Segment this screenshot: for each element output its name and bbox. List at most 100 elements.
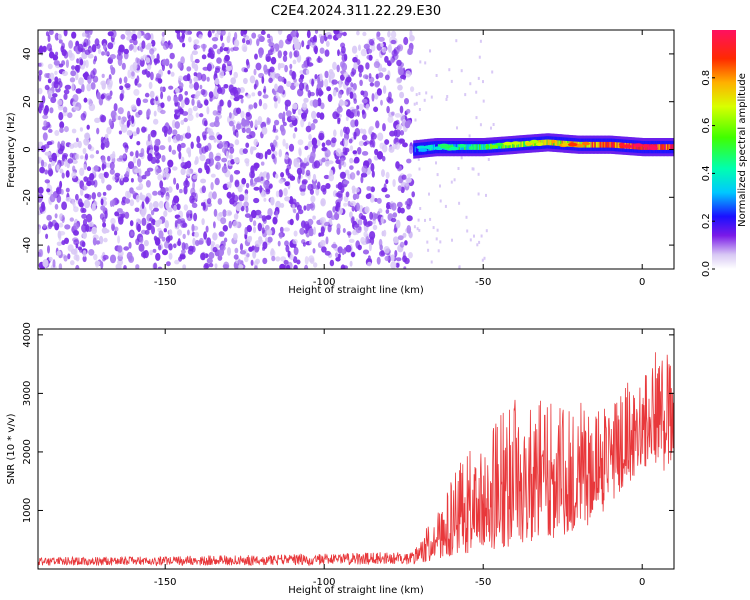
heatmap-cell	[305, 84, 309, 92]
heatmap-cell	[52, 259, 56, 268]
heatmap-cell	[93, 165, 99, 172]
heatmap-cell	[287, 158, 292, 167]
heatmap-cell	[103, 51, 110, 56]
heatmap-cell	[104, 133, 109, 139]
heatmap-cell	[287, 172, 291, 179]
heatmap-cell	[252, 220, 257, 227]
heatmap-cell	[179, 254, 186, 260]
heatmap-cell	[328, 173, 335, 182]
heatmap-cell	[406, 108, 411, 114]
heatmap-cell	[477, 76, 480, 80]
heatmap-cell	[608, 141, 611, 148]
heatmap-cell	[48, 256, 53, 262]
heatmap-cell	[184, 30, 191, 36]
heatmap-cell	[255, 258, 260, 264]
heatmap-cell	[104, 137, 108, 143]
heatmap-cell	[339, 99, 344, 107]
heatmap-cell	[246, 94, 252, 99]
heatmap-cell	[63, 30, 68, 37]
heatmap-cell	[389, 130, 396, 137]
heatmap-cell	[365, 103, 370, 111]
heatmap-cell	[336, 227, 341, 235]
heatmap-cell	[390, 57, 394, 64]
heatmap-cell	[239, 250, 247, 255]
heatmap-cell	[341, 54, 348, 62]
heatmap-cell	[192, 174, 198, 180]
heatmap-cell	[173, 195, 180, 204]
heatmap-cell	[227, 247, 231, 256]
heatmap-cell	[149, 144, 153, 150]
heatmap-cell	[165, 201, 170, 210]
heatmap-cell	[120, 175, 124, 181]
heatmap-cell	[212, 232, 218, 241]
heatmap-cell	[201, 131, 207, 139]
heatmap-cell	[244, 256, 249, 263]
heatmap-cell	[414, 118, 417, 122]
heatmap-cell	[418, 167, 421, 171]
heatmap-cell	[123, 265, 127, 269]
heatmap-cell	[54, 203, 59, 210]
heatmap-cell	[226, 150, 229, 159]
heatmap-cell	[350, 251, 356, 258]
heatmap-cell	[90, 82, 96, 90]
heatmap-cell	[38, 69, 43, 76]
heatmap-cell	[287, 250, 291, 258]
heatmap-cell	[368, 54, 373, 61]
heatmap-cell	[414, 146, 417, 153]
heatmap-cell	[147, 42, 153, 47]
y-tick-label: 4000	[22, 322, 33, 347]
heatmap-cell	[319, 81, 324, 88]
heatmap-cell	[425, 91, 428, 95]
heatmap-cell	[310, 151, 316, 160]
heatmap-cell	[57, 148, 64, 155]
heatmap-cell	[42, 223, 47, 229]
heatmap-cell	[313, 144, 318, 149]
heatmap-cell	[594, 141, 597, 148]
heatmap-cell	[286, 81, 292, 87]
heatmap-cell	[343, 202, 348, 207]
heatmap-cell	[545, 139, 547, 146]
heatmap-cell	[301, 112, 307, 119]
heatmap-cell	[289, 254, 294, 261]
heatmap-cell	[39, 102, 44, 109]
heatmap-cell	[319, 217, 326, 224]
heatmap-cell	[61, 42, 65, 50]
heatmap-cell	[403, 36, 409, 46]
heatmap-cell	[100, 115, 107, 123]
heatmap-cell	[370, 132, 377, 140]
heatmap-cell	[63, 255, 68, 262]
heatmap-cell	[241, 117, 246, 127]
heatmap-cell	[161, 31, 165, 37]
heatmap-cell	[209, 53, 215, 60]
heatmap-cell	[104, 210, 108, 219]
heatmap-cell	[265, 237, 268, 242]
heatmap-cell	[53, 60, 60, 66]
heatmap-cell	[268, 77, 273, 84]
heatmap-cell	[52, 93, 58, 98]
heatmap-cell	[195, 156, 199, 165]
heatmap-cell	[356, 105, 360, 110]
heatmap-cell	[167, 186, 173, 194]
heatmap-cell	[369, 231, 376, 240]
heatmap-cell	[109, 54, 116, 60]
heatmap-cell	[406, 158, 412, 164]
heatmap-cell	[455, 39, 458, 43]
heatmap-cell	[257, 90, 262, 97]
heatmap-cell	[207, 30, 212, 38]
heatmap-cell	[406, 215, 413, 222]
heatmap-cell	[60, 140, 66, 146]
heatmap-cell	[230, 95, 235, 100]
heatmap-cell	[361, 165, 368, 174]
heatmap-cell	[341, 248, 345, 256]
heatmap-cell	[72, 142, 79, 148]
heatmap-cell	[153, 207, 159, 212]
heatmap-cell	[278, 149, 282, 158]
heatmap-cell	[250, 182, 256, 187]
heatmap-cell	[301, 63, 306, 69]
heatmap-cell	[450, 79, 453, 83]
heatmap-cell	[347, 200, 351, 207]
heatmap-cell	[395, 262, 400, 268]
heatmap-cell	[318, 87, 323, 97]
heatmap-cell	[210, 173, 216, 178]
heatmap-cell	[46, 43, 52, 52]
